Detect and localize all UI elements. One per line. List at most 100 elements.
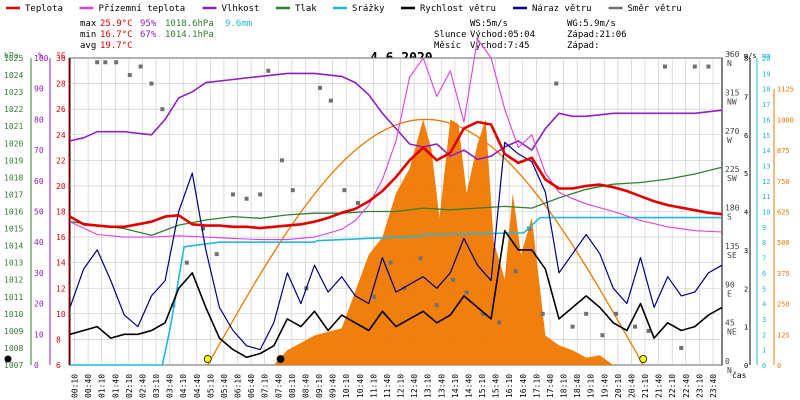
wind-dir-point-42 [679, 345, 684, 350]
tick-x-23: 11:40 [383, 374, 392, 398]
wind-dir-point-10 [214, 252, 219, 257]
wind-dir-point-27 [451, 277, 456, 282]
wind-dir-point-3 [127, 73, 132, 78]
tick-x-18: 09:10 [315, 374, 324, 398]
tick-deg-6: 270 [725, 127, 740, 136]
tick-mm-7: 7 [762, 255, 766, 263]
wind-dir-point-30 [497, 320, 502, 325]
tick-solar-4: 500 [777, 239, 790, 247]
wind-dir-point-20 [342, 188, 347, 193]
series-ground-temp-line [69, 38, 723, 241]
unit-hpa: hPa [4, 51, 19, 60]
tick-x-45: 22:40 [682, 374, 691, 398]
tick-x-11: 05:40 [220, 374, 229, 398]
marker-sunrise [203, 355, 212, 363]
tick-ms-1: 1 [744, 324, 748, 332]
tick-temp-11: 28 [56, 80, 66, 89]
wind-dir-point-44 [706, 64, 711, 69]
wind-dir-point-8 [184, 260, 189, 265]
tick-hpa-4: 1011 [4, 293, 23, 302]
tick-hpa-13: 1020 [4, 139, 23, 148]
marker-sunset [639, 355, 648, 363]
wind-dir-point-19 [328, 98, 333, 103]
tick-ms-5: 5 [744, 170, 748, 178]
tick-solar-7: 875 [777, 147, 790, 155]
wind-dir-point-23 [388, 260, 393, 265]
tick-mm-14: 14 [762, 147, 770, 155]
sunset-info: Západ:21:06 [567, 30, 627, 40]
tick-mm-18: 18 [762, 86, 770, 94]
wind-dir-point-41 [662, 64, 667, 69]
tick-temp-12: 30 [56, 54, 66, 63]
tick-x-4: 02:10 [125, 374, 134, 398]
tick-hpa-15: 1022 [4, 105, 23, 114]
stats-avg-temp: 19.7°C [100, 41, 133, 51]
tick-temp-2: 10 [56, 310, 66, 319]
tick-hpa-5: 1012 [4, 276, 23, 285]
plot-area: 1007100810091010101110121013101410151016… [4, 38, 794, 398]
tick-x-42: 21:10 [641, 374, 650, 398]
tick-mm-0: 0 [762, 362, 766, 370]
moon-label: Měsíc [434, 41, 461, 51]
tick-ms-7: 7 [744, 93, 748, 101]
legend: Teplota Přízemní teplota Vlhkost Tlak Srážky… [6, 4, 682, 14]
stats-min-press: 1014.1hPa [165, 30, 214, 40]
tick-dir-7: NW [727, 97, 737, 106]
legend-label-3: Tlak [295, 4, 317, 14]
wind-dir-point-11 [231, 192, 235, 197]
tick-pct-6: 60 [34, 177, 44, 186]
tick-x-38: 19:10 [587, 374, 596, 398]
moonrise-info: Východ:7:45 [470, 41, 530, 51]
tick-hpa-1: 1008 [4, 344, 23, 353]
tick-x-0: 00:10 [71, 374, 80, 398]
wind-dir-point-37 [600, 333, 605, 338]
wind-speed-info: WS:5m/s [470, 19, 508, 29]
sun-label: Slunce [434, 30, 467, 40]
legend-label-6: Náraz větru [532, 4, 592, 14]
legend-label-4: Srážky [352, 4, 385, 14]
tick-solar-8: 1000 [777, 116, 794, 124]
tick-mm-4: 4 [762, 301, 766, 309]
moonset-info: Západ: [567, 41, 600, 51]
wind-dir-point-14 [266, 68, 271, 73]
tick-x-26: 13:10 [424, 374, 433, 398]
tick-x-28: 14:10 [451, 374, 460, 398]
unit-degc: °C [56, 51, 66, 60]
wind-dir-point-21 [355, 200, 360, 205]
series-gust-line [69, 141, 723, 351]
tick-temp-9: 24 [56, 131, 66, 140]
tick-solar-6: 750 [777, 178, 790, 186]
tick-temp-7: 20 [56, 182, 66, 191]
legend-label-5: Rychlost větru [420, 4, 496, 14]
wind-dir-point-12 [244, 196, 249, 201]
tick-ms-3: 3 [744, 247, 748, 255]
tick-pct-10: 100 [34, 54, 49, 63]
tick-mm-12: 12 [762, 178, 770, 186]
tick-x-44: 22:10 [668, 374, 677, 398]
tick-mm-8: 8 [762, 239, 766, 247]
unit-pct: % [38, 51, 43, 60]
tick-pct-1: 10 [34, 330, 44, 339]
tick-x-34: 17:10 [532, 374, 541, 398]
wind-dir-point-5 [149, 81, 154, 86]
tick-hpa-16: 1023 [4, 88, 23, 97]
tick-hpa-3: 1010 [4, 310, 23, 319]
tick-solar-1: 125 [777, 331, 790, 339]
stats-max-rain: 9.6mm [225, 19, 252, 29]
stats-avg-label: avg [80, 41, 96, 51]
tick-hpa-11: 1018 [4, 173, 23, 182]
tick-mm-3: 3 [762, 316, 766, 324]
tick-solar-9: 1125 [777, 86, 794, 94]
wind-dir-point-0 [95, 60, 100, 65]
tick-deg-4: 180 [725, 204, 740, 213]
tick-x-1: 00:40 [84, 374, 93, 398]
tick-mm-15: 15 [762, 132, 770, 140]
marker-moonrise [276, 355, 285, 363]
wind-dir-point-29 [480, 311, 485, 316]
wind-dir-point-4 [138, 64, 143, 69]
tick-hpa-8: 1015 [4, 225, 23, 234]
tick-x-15: 07:40 [274, 374, 283, 398]
tick-dir-2: E [727, 289, 732, 298]
tick-temp-0: 6 [56, 361, 61, 370]
tick-pct-3: 30 [34, 269, 44, 278]
